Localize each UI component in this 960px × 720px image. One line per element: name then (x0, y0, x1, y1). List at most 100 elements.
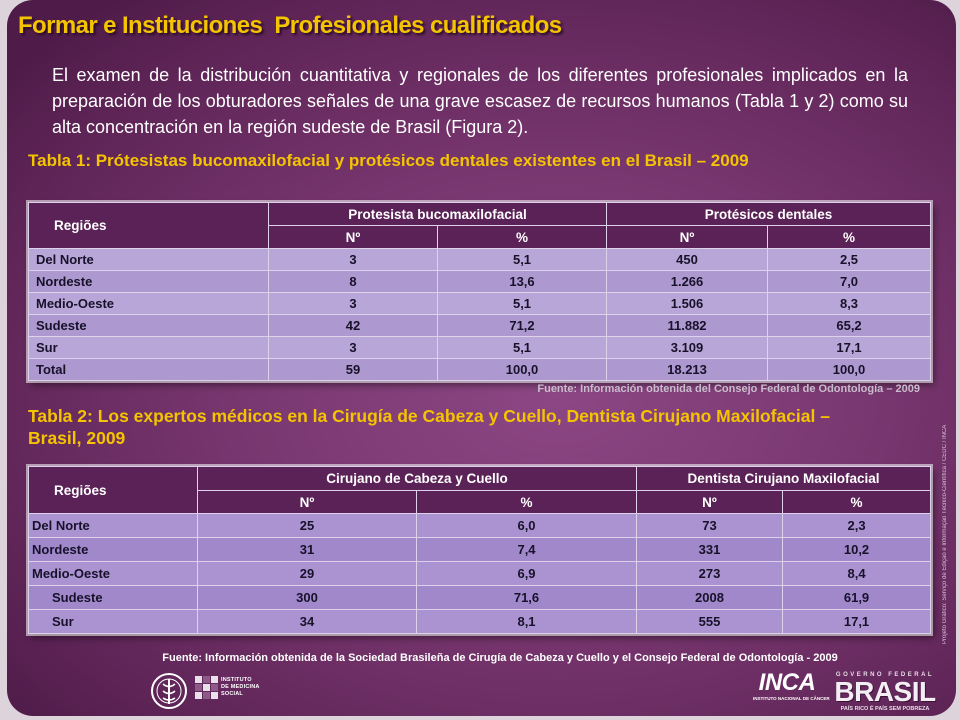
head-neck-count-cell: 29 (197, 561, 417, 586)
maxillofacial-surgeon-group-header: Dentista Cirujano Maxilofacial (636, 466, 932, 491)
table1-header-row: Regiões Protesista bucomaxilofacial Prot… (28, 202, 932, 249)
protesista-count-cell: 8 (268, 270, 438, 293)
maxillofacial-count-cell: 331 (636, 537, 784, 562)
maxillofacial-count-cell: 73 (636, 513, 784, 538)
brasil-wordmark: BRASIL (834, 676, 936, 707)
head-neck-count-cell: 34 (197, 609, 417, 634)
inca-wordmark: INCA (758, 669, 816, 696)
inca-subtitle: INSTITUTO NACIONAL DE CÂNCER (753, 696, 830, 701)
head-neck-surgeon-group-header: Cirujano de Cabeza y Cuello (196, 466, 638, 491)
table1-source: Fuente: Información obtenida del Consejo… (537, 383, 920, 395)
table2-header-row: Regiões Cirujano de Cabeza y Cuello Dent… (28, 466, 932, 514)
table2-caption: Tabla 2: Los expertos médicos en la Ciru… (28, 406, 830, 448)
head-neck-count-cell: 300 (197, 585, 417, 610)
table2-source: Fuente: Información obtenida de la Socie… (162, 652, 838, 664)
emblem-icon (151, 673, 187, 709)
inca-logo: INCA INSTITUTO NACIONAL DE CÂNCER (753, 669, 830, 702)
count-subheader: Nº (606, 225, 769, 249)
ims-line: SOCIAL (221, 691, 243, 697)
protesicos-count-cell: 3.109 (606, 336, 769, 359)
regions-column-header: Regiões (28, 466, 198, 514)
table-row: Medio-Oeste 29 6,9 273 8,4 (28, 561, 932, 586)
protesicos-group-header: Protésicos dentales (606, 202, 932, 226)
region-cell: Sudeste (28, 314, 269, 337)
head-neck-percent-cell: 6,0 (415, 513, 638, 538)
head-neck-count-cell: 25 (197, 513, 417, 538)
maxillofacial-count-cell: 273 (636, 561, 784, 586)
table-row: Total 59 100,0 18.213 100,0 (28, 358, 932, 381)
table-row: Sur 3 5,1 3.109 17,1 (28, 336, 932, 359)
maxillofacial-percent-cell: 61,9 (782, 585, 932, 610)
governo-federal-logo: GOVERNO FEDERAL BRASIL PAÍS RICO É PAÍS … (829, 671, 941, 713)
protesicos-percent-cell: 100,0 (767, 358, 932, 381)
maxillofacial-percent-cell: 17,1 (782, 609, 932, 634)
protesicos-percent-cell: 17,1 (767, 336, 932, 359)
region-cell: Nordeste (28, 270, 269, 293)
head-neck-percent-cell: 7,4 (415, 537, 638, 562)
maxillofacial-percent-cell: 2,3 (782, 513, 932, 538)
head-neck-percent-cell: 6,9 (415, 561, 638, 586)
table2-body: Del Norte 25 6,0 73 2,3 Nordeste 31 7,4 331 10,2 M… (28, 513, 932, 634)
region-cell: Del Norte (28, 513, 198, 538)
table-row: Sudeste 300 71,6 2008 61,9 (28, 585, 932, 610)
table2: Regiões Cirujano de Cabeza y Cuello Dent… (28, 466, 932, 634)
percent-subheader: % (436, 225, 608, 249)
head-neck-count-cell: 31 (197, 537, 417, 562)
protesista-group-header: Protesista bucomaxilofacial (267, 202, 608, 226)
protesicos-count-cell: 11.882 (606, 314, 769, 337)
percent-subheader: % (415, 490, 638, 514)
ims-line: INSTITUTO (221, 677, 252, 683)
maxillofacial-count-cell: 555 (636, 609, 784, 634)
protesista-count-cell: 42 (268, 314, 438, 337)
protesista-count-cell: 3 (268, 292, 438, 315)
protesicos-count-cell: 1.266 (606, 270, 769, 293)
protesista-count-cell: 3 (268, 248, 438, 271)
protesicos-count-cell: 450 (606, 248, 769, 271)
maxillofacial-percent-cell: 10,2 (782, 537, 932, 562)
protesista-percent-cell: 100,0 (436, 358, 608, 381)
region-cell: Del Norte (28, 248, 269, 271)
table1-subheader-row: Nº % Nº % (29, 225, 932, 249)
table-row: Del Norte 25 6,0 73 2,3 (28, 513, 932, 538)
region-cell: Medio-Oeste (28, 561, 198, 586)
table1-body: Del Norte 3 5,1 450 2,5 Nordeste 8 13,6 1.266 7,0… (28, 248, 932, 381)
table-row: Nordeste 8 13,6 1.266 7,0 (28, 270, 932, 293)
brasil-slogan: PAÍS RICO É PAÍS SEM POBREZA (840, 706, 930, 712)
instituto-medicina-social-logo: INSTITUTO DE MEDICINA SOCIAL (195, 676, 260, 699)
region-cell: Total (28, 358, 269, 381)
count-subheader: Nº (268, 225, 438, 249)
table-row: Del Norte 3 5,1 450 2,5 (28, 248, 932, 271)
regions-column-header: Regiões (28, 202, 269, 249)
region-cell: Sur (28, 609, 198, 634)
table1-caption: Tabla 1: Prótesistas bucomaxilofacial y … (28, 151, 749, 170)
ims-line: DE MEDICINA (221, 684, 260, 690)
protesista-percent-cell: 5,1 (436, 292, 608, 315)
table-row: Sudeste 42 71,2 11.882 65,2 (28, 314, 932, 337)
protesista-percent-cell: 5,1 (436, 336, 608, 359)
protesicos-percent-cell: 65,2 (767, 314, 932, 337)
design-credit: Projeto Gráfico: Serviço de Edição e Inf… (942, 424, 948, 644)
brasil-top-text: GOVERNO FEDERAL (835, 672, 935, 678)
percent-subheader: % (782, 490, 932, 514)
protesicos-percent-cell: 8,3 (767, 292, 932, 315)
university-emblem-logo (148, 670, 190, 712)
table1: Regiões Protesista bucomaxilofacial Prot… (28, 202, 932, 381)
count-subheader: Nº (636, 490, 784, 514)
percent-subheader: % (767, 225, 932, 249)
table-row: Nordeste 31 7,4 331 10,2 (28, 537, 932, 562)
intro-paragraph: El examen de la distribución cuantitativ… (52, 65, 908, 137)
head-neck-percent-cell: 71,6 (415, 585, 638, 610)
protesicos-percent-cell: 2,5 (767, 248, 932, 271)
head-neck-percent-cell: 8,1 (415, 609, 638, 634)
ims-pattern-icon (195, 676, 218, 699)
region-cell: Sudeste (28, 585, 198, 610)
maxillofacial-percent-cell: 8,4 (782, 561, 932, 586)
ims-logo-text: INSTITUTO DE MEDICINA SOCIAL (221, 677, 260, 698)
slide-panel: Formar e Instituciones Profesionales cua… (7, 0, 956, 716)
protesicos-percent-cell: 7,0 (767, 270, 932, 293)
table-row: Sur 34 8,1 555 17,1 (28, 609, 932, 634)
table-row: Medio-Oeste 3 5,1 1.506 8,3 (28, 292, 932, 315)
protesista-percent-cell: 71,2 (436, 314, 608, 337)
protesista-percent-cell: 5,1 (436, 248, 608, 271)
region-cell: Sur (28, 336, 269, 359)
